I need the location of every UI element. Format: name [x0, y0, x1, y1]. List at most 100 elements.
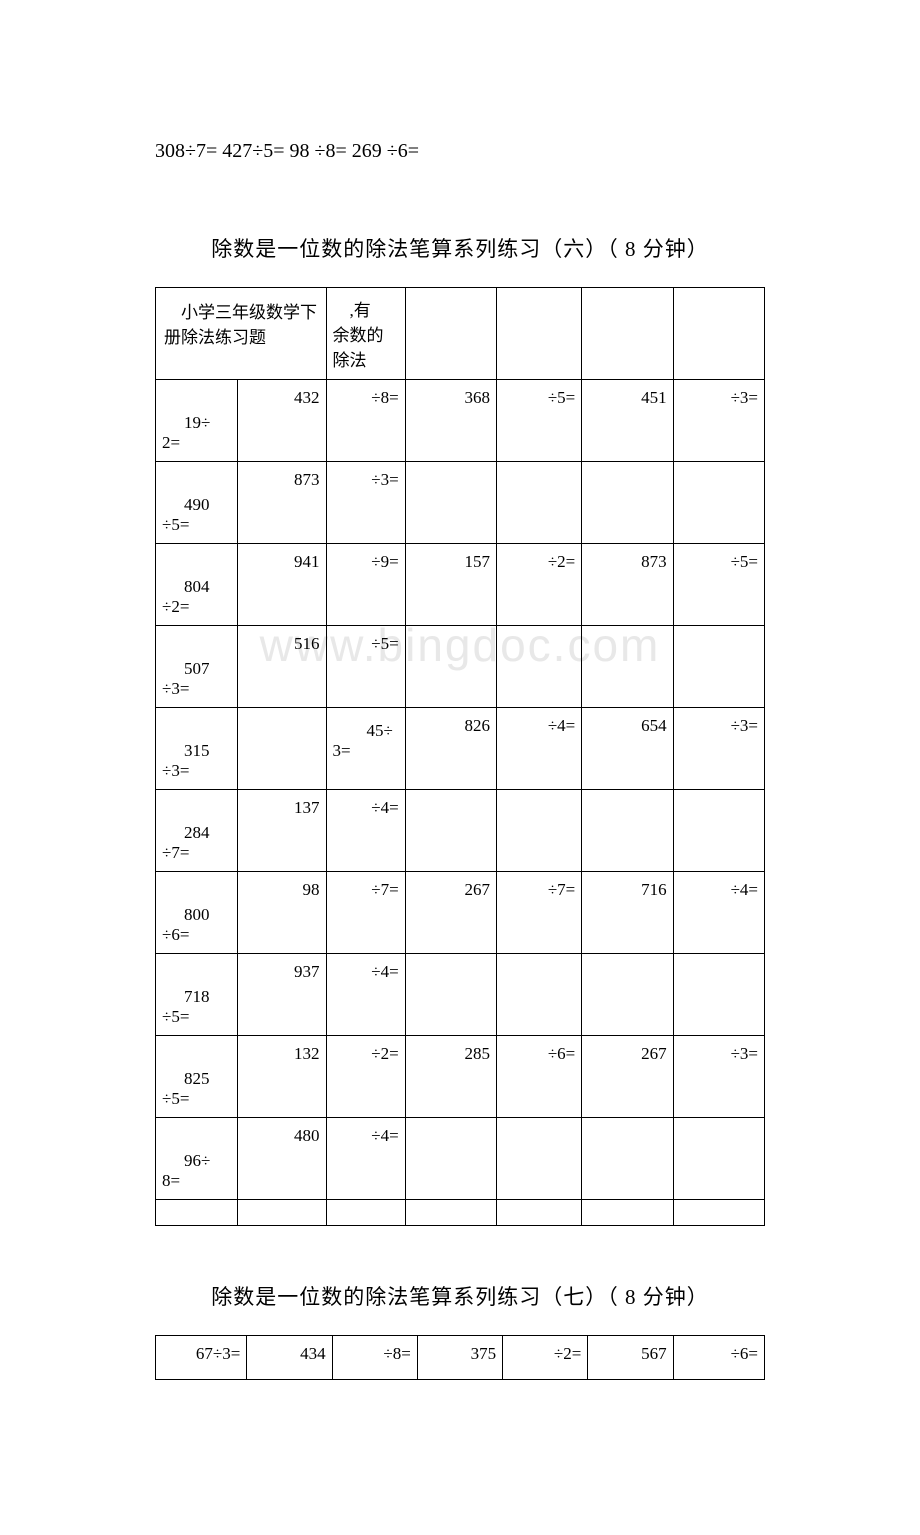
- cell: 96÷8=: [156, 1118, 238, 1200]
- cell: 157: [405, 544, 496, 626]
- practice-table-7: 67÷3= 434 ÷8= 375 ÷2= 567 ÷6=: [155, 1335, 765, 1380]
- cell: 432: [238, 380, 326, 462]
- cell: 507 ÷3=: [156, 626, 238, 708]
- cell: [497, 462, 582, 544]
- cell: [497, 790, 582, 872]
- cell: 19÷2=: [156, 380, 238, 462]
- table-row: 67÷3= 434 ÷8= 375 ÷2= 567 ÷6=: [156, 1336, 765, 1380]
- cell-text: 45÷: [333, 716, 399, 741]
- table-row: 19÷2= 432 ÷8= 368 ÷5= 451 ÷3=: [156, 380, 765, 462]
- cell: 490 ÷5=: [156, 462, 238, 544]
- cell: ÷8=: [332, 1336, 417, 1380]
- cell: 941: [238, 544, 326, 626]
- header-cell-2-line2: 余数的: [333, 326, 384, 345]
- cell-text: 800: [162, 880, 231, 925]
- cell: 480: [238, 1118, 326, 1200]
- table-row: 718 ÷5= 937 ÷4=: [156, 954, 765, 1036]
- cell-text: 507: [162, 634, 231, 679]
- cell: 98: [238, 872, 326, 954]
- cell: ÷2=: [503, 1336, 588, 1380]
- cell: ÷6=: [673, 1336, 764, 1380]
- section-6-title: 除数是一位数的除法笔算系列练习（六）（ 8 分钟）: [155, 233, 765, 263]
- cell: [497, 1118, 582, 1200]
- cell: [405, 1118, 496, 1200]
- cell: [497, 1200, 582, 1226]
- cell: 873: [238, 462, 326, 544]
- header-cell-2: ,有 余数的 除法: [326, 288, 405, 380]
- table-row: 490 ÷5= 873 ÷3=: [156, 462, 765, 544]
- table-row: 284 ÷7= 137 ÷4=: [156, 790, 765, 872]
- cell: [405, 790, 496, 872]
- cell: 825 ÷5=: [156, 1036, 238, 1118]
- section-7-title: 除数是一位数的除法笔算系列练习（七）（ 8 分钟）: [155, 1281, 765, 1311]
- cell: [497, 954, 582, 1036]
- cell: 132: [238, 1036, 326, 1118]
- cell: 267: [582, 1036, 673, 1118]
- cell: 451: [582, 380, 673, 462]
- cell: 45÷3=: [326, 708, 405, 790]
- cell: 800 ÷6=: [156, 872, 238, 954]
- cell: 567: [588, 1336, 673, 1380]
- cell: [673, 626, 764, 708]
- top-equation-line: 308÷7= 427÷5= 98 ÷8= 269 ÷6=: [155, 140, 765, 163]
- cell: 284 ÷7=: [156, 790, 238, 872]
- cell: [405, 462, 496, 544]
- cell-text: 825: [162, 1044, 231, 1089]
- cell-text: 718: [162, 962, 231, 1007]
- cell: 654: [582, 708, 673, 790]
- cell: [673, 1200, 764, 1226]
- cell: [582, 790, 673, 872]
- cell: 804 ÷2=: [156, 544, 238, 626]
- cell: [582, 954, 673, 1036]
- cell: 716: [582, 872, 673, 954]
- cell: 434: [247, 1336, 332, 1380]
- cell: ÷3=: [673, 1036, 764, 1118]
- cell: ÷4=: [673, 872, 764, 954]
- cell: 285: [405, 1036, 496, 1118]
- cell: [405, 954, 496, 1036]
- cell: ÷7=: [497, 872, 582, 954]
- cell: 368: [405, 380, 496, 462]
- table-row: 800 ÷6= 98 ÷7= 267 ÷7= 716 ÷4=: [156, 872, 765, 954]
- cell: ÷3=: [326, 462, 405, 544]
- header-cell-2-line1: ,有: [333, 301, 371, 320]
- header-cell-empty: [673, 288, 764, 380]
- header-cell-2-line3: 除法: [333, 351, 367, 370]
- cell-text: 315: [162, 716, 231, 761]
- cell: 267: [405, 872, 496, 954]
- practice-table-6: 小学三年级数学下册除法练习题 ,有 余数的 除法 19÷2= 432 ÷8= 3…: [155, 287, 765, 1226]
- table-row: 804 ÷2= 941 ÷9= 157 ÷2= 873 ÷5=: [156, 544, 765, 626]
- cell: [673, 790, 764, 872]
- cell: [156, 1200, 238, 1226]
- cell: ÷5=: [673, 544, 764, 626]
- cell: ÷7=: [326, 872, 405, 954]
- cell: [238, 708, 326, 790]
- cell: 375: [417, 1336, 502, 1380]
- cell: [497, 626, 582, 708]
- table-row-empty: [156, 1200, 765, 1226]
- cell-text: 804: [162, 552, 231, 597]
- cell: 67÷3=: [156, 1336, 247, 1380]
- cell-text: 284: [162, 798, 231, 843]
- cell: [582, 462, 673, 544]
- cell: ÷5=: [326, 626, 405, 708]
- cell: ÷4=: [326, 790, 405, 872]
- cell: [673, 462, 764, 544]
- header-cell-empty: [405, 288, 496, 380]
- table-header-row: 小学三年级数学下册除法练习题 ,有 余数的 除法: [156, 288, 765, 380]
- table-row: 825 ÷5= 132 ÷2= 285 ÷6= 267 ÷3=: [156, 1036, 765, 1118]
- cell: 826: [405, 708, 496, 790]
- cell: [582, 1118, 673, 1200]
- cell: 315 ÷3=: [156, 708, 238, 790]
- cell: ÷6=: [497, 1036, 582, 1118]
- cell-text: 96÷: [162, 1126, 231, 1171]
- cell: [238, 1200, 326, 1226]
- cell: 718 ÷5=: [156, 954, 238, 1036]
- cell: ÷4=: [326, 1118, 405, 1200]
- cell: 873: [582, 544, 673, 626]
- cell: [582, 1200, 673, 1226]
- cell: ÷3=: [673, 708, 764, 790]
- cell: [405, 626, 496, 708]
- cell: [582, 626, 673, 708]
- table-row: 96÷8= 480 ÷4=: [156, 1118, 765, 1200]
